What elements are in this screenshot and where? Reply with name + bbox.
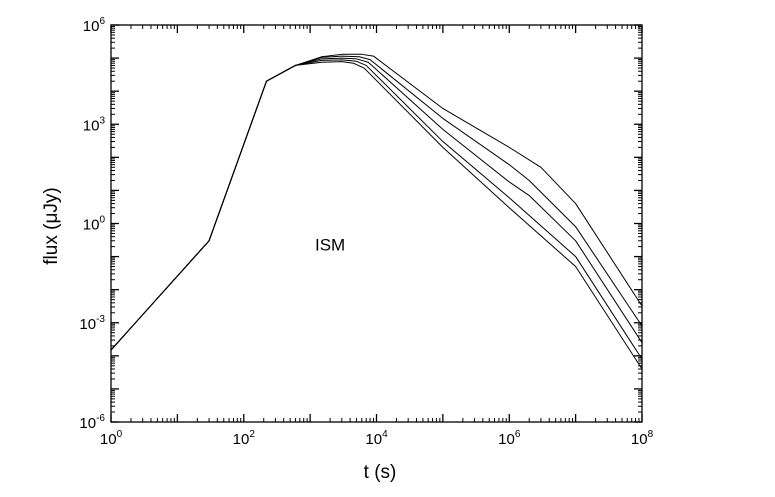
series-line-2 [110,55,643,351]
plot-frame [110,24,643,423]
series-line-5 [110,61,643,370]
y-tick-label: 106 [83,16,106,35]
y-tick-label: 10-3 [79,314,105,333]
x-tick-label: 100 [100,429,123,448]
ism-annotation: ISM [315,236,345,255]
x-tick-labels: 100 102 104 106 108 [100,429,654,448]
y-tick-label: 10-6 [79,413,105,432]
y-tick-labels: 10-6 10-3 100 103 106 [79,16,105,432]
series-line-3 [110,57,643,351]
y-tick-label: 103 [83,115,106,134]
x-tick-label: 106 [498,429,521,448]
series-line-4 [110,59,643,360]
x-tick-label: 104 [365,429,388,448]
y-tick-label: 100 [83,215,106,234]
x-axis-title: t (s) [364,462,397,483]
y-axis-title: flux (μJy) [41,187,62,264]
minor-ticks [111,25,642,422]
series-line-1 [110,53,643,351]
x-tick-label: 108 [631,429,654,448]
series-layer [110,53,643,370]
major-ticks [110,24,643,423]
x-tick-label: 102 [233,429,256,448]
